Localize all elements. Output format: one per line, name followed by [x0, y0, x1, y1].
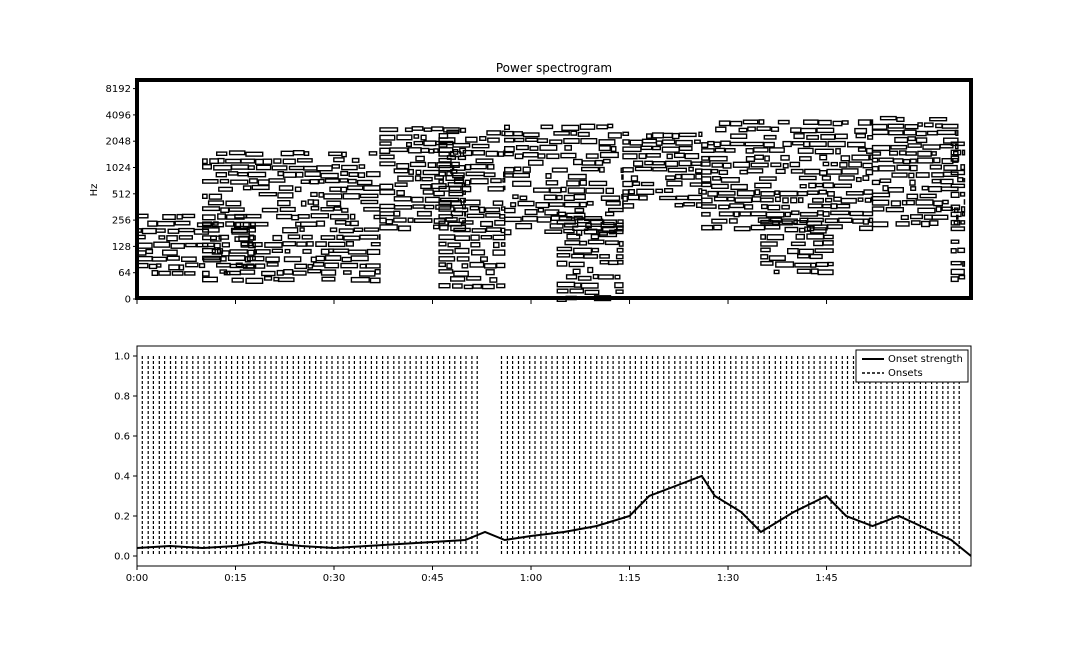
onset-y-tick-label: 0.8 — [114, 392, 130, 403]
spectrogram-y-tick-label: 2048 — [106, 137, 131, 148]
onset-x-tick-label: 0:15 — [224, 573, 246, 584]
spectrogram-y-tick-label: 256 — [112, 216, 131, 227]
spectrogram-y-tick-label: 0 — [125, 295, 131, 306]
onset-y-tick-label: 0.2 — [114, 512, 130, 523]
onset-x-tick-label: 1:45 — [815, 573, 837, 584]
onset-x-tick-label: 1:00 — [520, 573, 542, 584]
spectrogram-title: Power spectrogram — [496, 61, 612, 75]
spectrogram-y-tick-label: 4096 — [106, 110, 131, 121]
legend: Onset strength Onsets — [856, 350, 968, 382]
spectrogram-y-tick-label: 1024 — [106, 163, 131, 174]
legend-label-onset-strength: Onset strength — [888, 354, 963, 365]
spectrogram-contour — [255, 249, 256, 254]
spectrogram-y-tick-label: 512 — [112, 189, 131, 200]
onset-x-tick-label: 0:00 — [126, 573, 148, 584]
onset-x-tick-label: 1:15 — [618, 573, 640, 584]
spectrogram-contour — [504, 186, 505, 189]
spectrogram-contour — [465, 213, 466, 216]
spectrogram-contour — [622, 175, 623, 179]
spectrogram-contour — [964, 179, 965, 182]
onset-y-tick-label: 0.6 — [114, 432, 130, 443]
onset-x-tick-label: 0:45 — [421, 573, 443, 584]
spectrogram-y-tick-label: 128 — [112, 242, 131, 253]
spectrogram-y-axis-label: Hz — [89, 184, 100, 197]
legend-label-onsets: Onsets — [888, 368, 923, 379]
onset-y-tick-label: 0.0 — [114, 552, 130, 563]
onset-y-tick-label: 1.0 — [114, 352, 130, 363]
spectrogram-y-tick-label: 64 — [118, 268, 131, 279]
spectrogram-y-tick-label: 8192 — [106, 84, 131, 95]
onset-x-tick-label: 1:30 — [717, 573, 739, 584]
onset-y-tick-label: 0.4 — [114, 472, 130, 483]
onset-x-tick-label: 0:30 — [323, 573, 345, 584]
